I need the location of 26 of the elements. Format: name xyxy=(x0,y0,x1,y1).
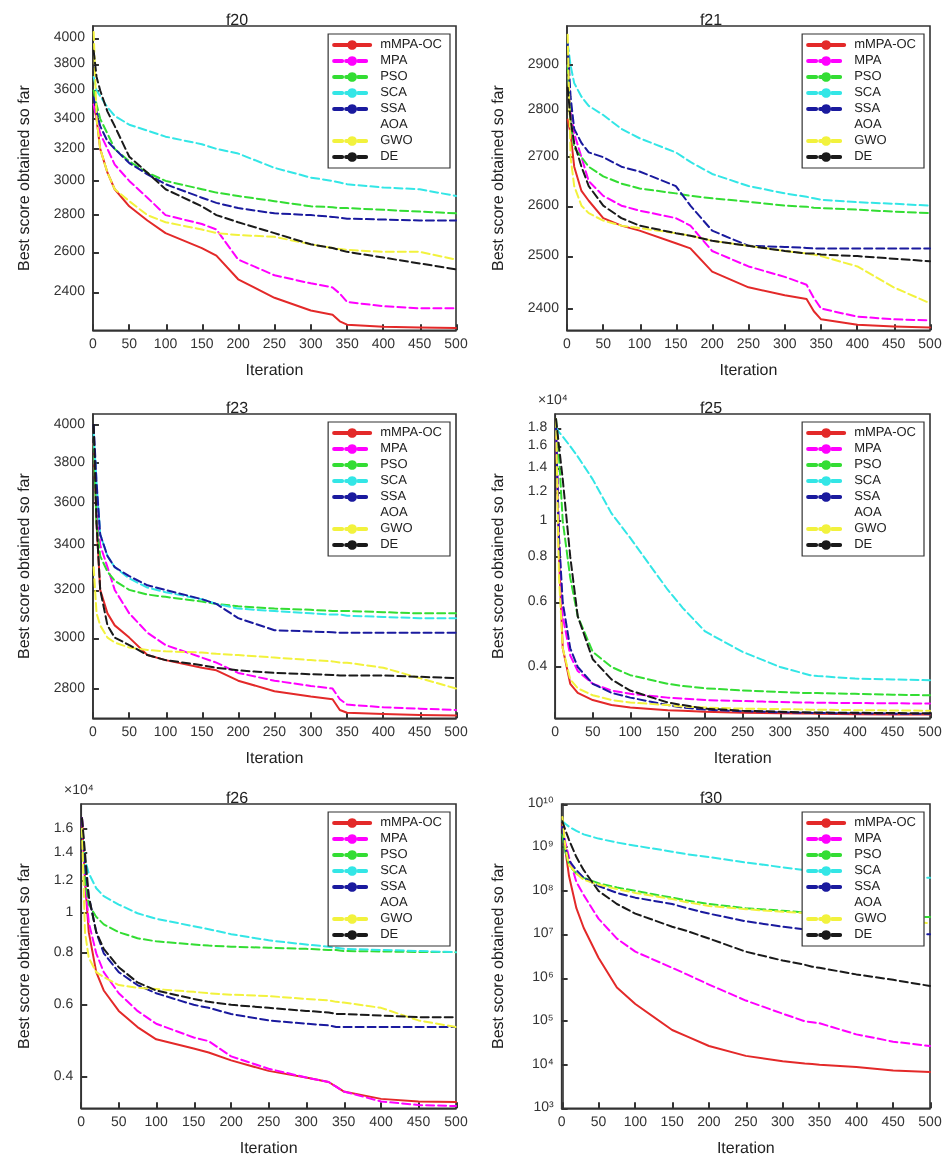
chart-title: f21 xyxy=(699,11,724,29)
y-axis-title: Best score obtained so far xyxy=(489,861,507,1049)
chart-title: f30 xyxy=(699,788,724,807)
y-axis-title: Best score obtained so far xyxy=(15,473,33,660)
y-axis-title: Best score obtained so far xyxy=(489,84,507,272)
line-series xyxy=(566,42,931,250)
x-axis-title: Iteration xyxy=(719,361,778,379)
y-axis-title: Best score obtained so far xyxy=(489,473,507,660)
chart-title: f26 xyxy=(225,788,250,807)
y-axis-title: Best score obtained so far xyxy=(15,84,33,272)
x-axis-title: Iteration xyxy=(716,1138,775,1157)
x-axis-title: Iteration xyxy=(245,749,304,768)
line-series xyxy=(92,424,457,680)
chart-title: f25 xyxy=(699,399,724,418)
chart-title: f20 xyxy=(225,11,250,29)
x-axis-title: Iteration xyxy=(713,749,772,768)
line-series xyxy=(92,566,457,691)
line-series xyxy=(92,75,457,197)
x-axis-title: Iteration xyxy=(239,1138,298,1157)
x-axis-title: Iteration xyxy=(245,361,304,379)
line-series xyxy=(566,64,931,215)
line-series xyxy=(566,86,931,263)
line-series xyxy=(561,819,931,987)
line-series xyxy=(566,33,931,305)
chart-title: f23 xyxy=(225,399,250,418)
y-axis-title: Best score obtained so far xyxy=(15,861,33,1049)
